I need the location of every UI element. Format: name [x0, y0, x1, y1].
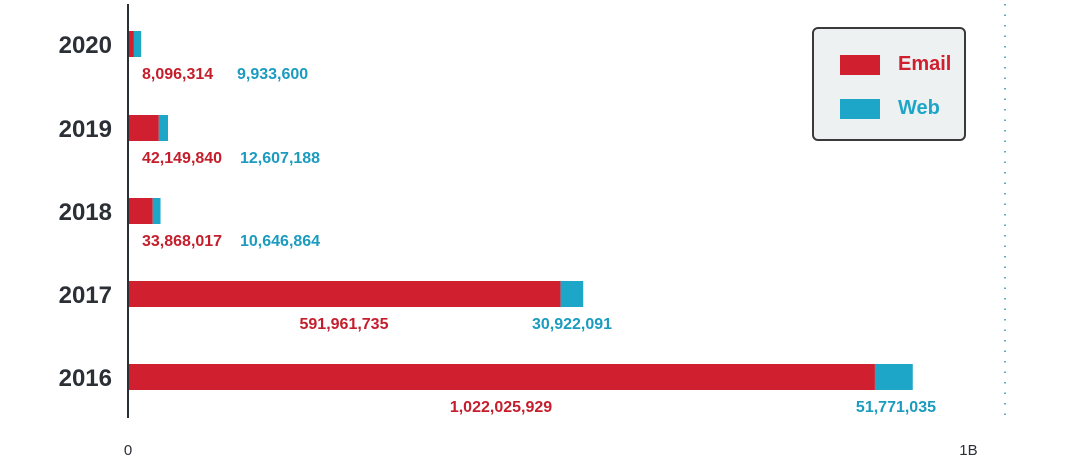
- data-label-email: 591,961,735: [300, 316, 389, 333]
- data-label-email: 1,022,025,929: [450, 399, 552, 416]
- legend-item-email: Email: [840, 53, 951, 76]
- data-label-web: 30,922,091: [532, 316, 612, 333]
- legend: Email Web: [812, 27, 966, 141]
- data-label-email: 8,096,314: [142, 66, 213, 83]
- bar-web: [560, 281, 584, 307]
- x-tick-label: 1B: [959, 442, 977, 459]
- bar-email: [128, 281, 561, 307]
- category-label: 2020: [59, 32, 112, 59]
- legend-swatch-web: [840, 98, 880, 119]
- category-label: 2017: [59, 282, 112, 309]
- bar-web: [152, 198, 161, 224]
- bar-web: [158, 115, 169, 141]
- data-label-email: 33,868,017: [142, 233, 222, 250]
- data-label-web: 51,771,035: [856, 399, 936, 416]
- category-label: 2019: [59, 116, 112, 143]
- data-label-web: 9,933,600: [237, 66, 308, 83]
- bar-web: [874, 364, 913, 390]
- legend-swatch-email: [840, 54, 880, 75]
- legend-item-web: Web: [840, 97, 940, 120]
- x-tick-label: 0: [124, 442, 132, 459]
- bar-email: [128, 115, 159, 141]
- category-label: 2016: [59, 365, 112, 392]
- legend-label-web: Web: [898, 97, 940, 119]
- data-label-web: 12,607,188: [240, 150, 320, 167]
- legend-label-email: Email: [898, 53, 952, 75]
- bar-email: [128, 31, 134, 57]
- data-label-web: 10,646,864: [240, 233, 320, 250]
- bar-email: [128, 198, 153, 224]
- data-label-email: 42,149,840: [142, 150, 222, 167]
- category-label: 2018: [59, 199, 112, 226]
- bar-web: [133, 31, 142, 57]
- bar-email: [128, 364, 875, 390]
